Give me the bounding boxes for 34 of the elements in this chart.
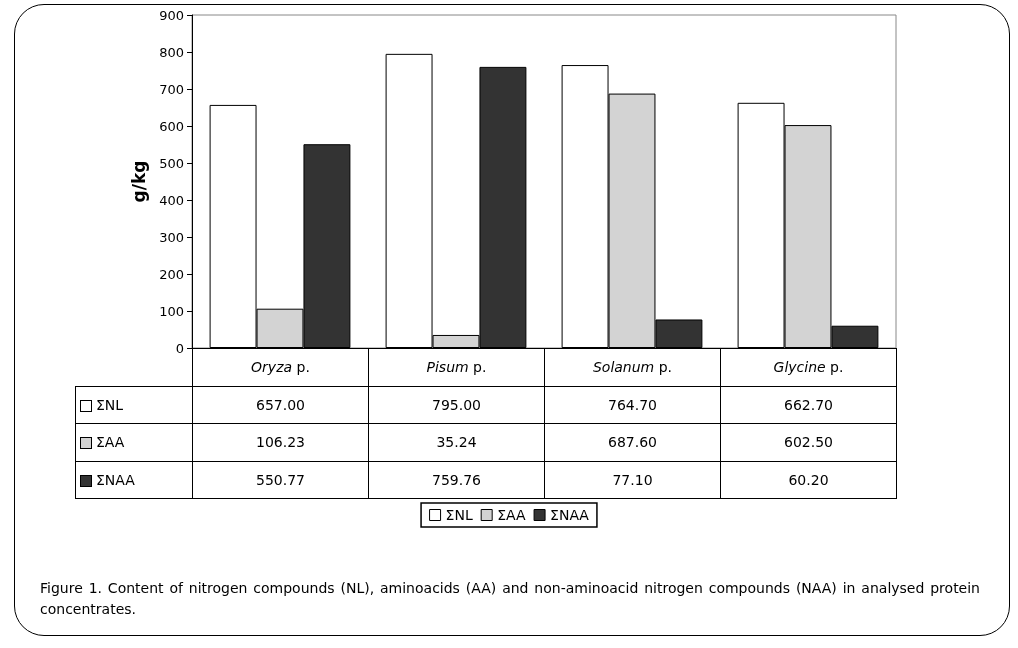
legend-label: ΣNAA: [550, 507, 590, 523]
y-tick-label: 0: [175, 340, 184, 356]
text: ΣNAA: [96, 471, 135, 488]
y-tick-label: 200: [159, 266, 184, 282]
text: ΣNL: [445, 507, 473, 523]
y-tick-label: 900: [159, 7, 184, 23]
data-label: 35.24: [368, 423, 545, 461]
y-tick-label: 700: [159, 81, 184, 97]
legend-label: ΣNL: [96, 396, 124, 413]
data-label: 764.70: [544, 386, 721, 424]
data-label: 550.77: [192, 461, 369, 499]
x-tick-label: Solanum p.: [544, 348, 721, 386]
y-tick-label: 400: [159, 192, 184, 208]
data-label: 662.70: [720, 386, 897, 424]
text: ΣAA: [497, 507, 526, 523]
legend-label: ΣAA: [96, 434, 125, 451]
data-label: 687.60: [544, 423, 721, 461]
data-label: 77.10: [544, 461, 721, 499]
y-tick-label: 100: [159, 303, 184, 319]
x-tick-label: Pisum p.: [368, 348, 545, 386]
y-axis-title: g/kg: [128, 160, 149, 203]
y-tick-label: 600: [159, 118, 184, 134]
data-label: 759.76: [368, 461, 545, 499]
y-tick-label: 800: [159, 44, 184, 60]
caption: Figure 1. Content of nitrogen compounds (NL), aminoacids (AA) and non-aminoacid nitrogen compounds (NAA) in analysed protein concentrates.: [40, 579, 980, 619]
data-label: 602.50: [720, 423, 897, 461]
y-tick-label: 500: [159, 155, 184, 171]
x-tick-label: Oryza p.: [192, 348, 369, 386]
y-tick-label: 300: [159, 229, 184, 245]
data-label: 795.00: [368, 386, 545, 424]
x-tick-label: Glycine p.: [720, 348, 897, 386]
data-label: 106.23: [192, 423, 369, 461]
data-label: 657.00: [192, 386, 369, 424]
data-label: 60.20: [720, 461, 897, 499]
